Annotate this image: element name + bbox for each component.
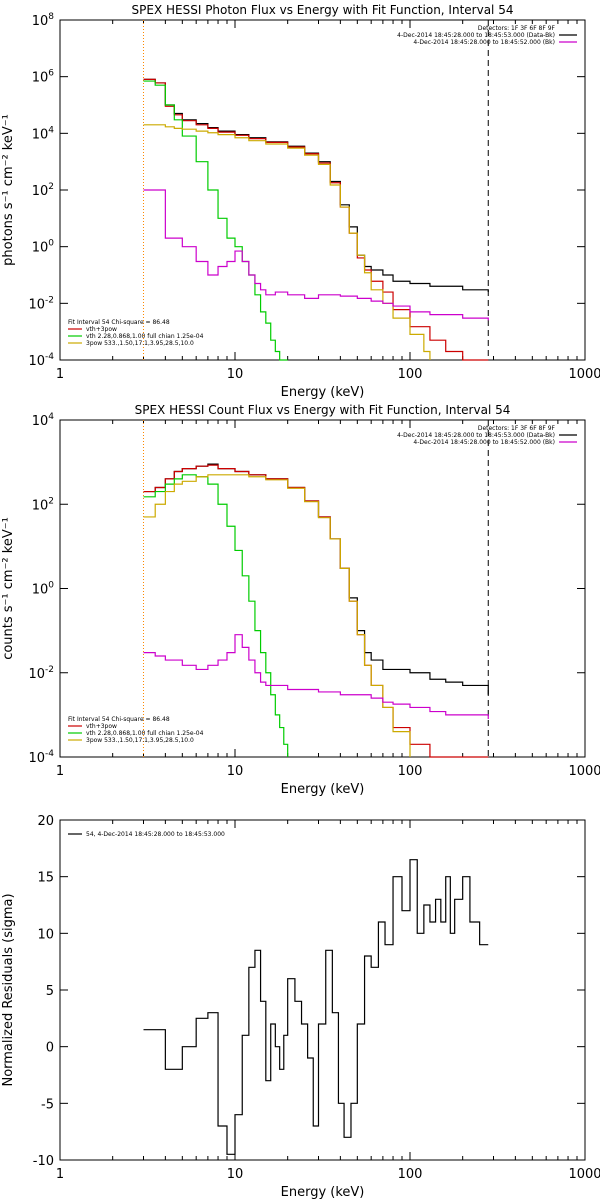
- y-tick-exponent: 2: [48, 182, 54, 192]
- y-tick-base: 10: [32, 498, 49, 513]
- x-tick-label: 1000: [568, 1167, 600, 1182]
- series-line: [143, 464, 489, 758]
- y-tick-label: 102: [32, 496, 54, 513]
- chart-title: SPEX HESSI Count Flux vs Energy with Fit…: [135, 403, 511, 417]
- series-line: [143, 474, 289, 757]
- chart-title: SPEX HESSI Photon Flux vs Energy with Fi…: [132, 3, 514, 17]
- series-line: [143, 474, 411, 757]
- y-tick-base: 10: [32, 14, 49, 29]
- y-axis-label: counts s⁻¹ cm⁻² keV⁻¹: [1, 517, 16, 660]
- y-tick-label: 10-4: [28, 749, 54, 766]
- chart-2: SPEX HESSI Count Flux vs Energy with Fit…: [1, 403, 600, 797]
- y-tick-label: -10: [33, 1154, 54, 1169]
- y-tick-label: 102: [32, 182, 54, 199]
- y-tick-exponent: 0: [48, 581, 54, 591]
- x-tick-label: 1: [56, 367, 64, 382]
- y-tick-base: 10: [28, 751, 45, 766]
- legend-text: 3pow 533.,1.50,17.1,3.95,28.5,10.0: [86, 340, 194, 347]
- header-text: 4-Dec-2014 18:45:28.000 to 18:45:52.000 …: [413, 439, 555, 446]
- y-tick-label: 10: [37, 927, 54, 942]
- y-tick-label: 108: [32, 12, 55, 29]
- x-tick-label: 100: [398, 367, 423, 382]
- x-tick-label: 100: [398, 764, 423, 779]
- legend-text: Fit Interval 54 Chi-square = 86.48: [68, 319, 170, 326]
- y-tick-label: 15: [37, 871, 54, 886]
- x-tick-label: 1: [56, 1167, 64, 1182]
- series-line: [143, 78, 489, 361]
- y-tick-exponent: 2: [48, 496, 54, 506]
- y-tick-label: 106: [32, 69, 55, 86]
- y-tick-label: 10-2: [28, 665, 54, 682]
- chart-3: 1 10 100 1000 -10 -5 0 5 10 15 20 Energy (keV) Norma…: [1, 814, 600, 1200]
- series-line: [143, 78, 489, 293]
- y-tick-label: 10-2: [28, 295, 54, 312]
- x-tick-label: 100: [398, 1167, 423, 1182]
- y-tick-base: 10: [32, 71, 49, 86]
- y-tick-label: -5: [41, 1097, 54, 1112]
- header-text: Detectors: 1F 3F 6F 8F 9F: [478, 25, 556, 32]
- x-axis-label: Energy (keV): [281, 385, 365, 400]
- legend-text: Fit Interval 54 Chi-square = 86.48: [68, 716, 170, 723]
- y-tick-base: 10: [32, 184, 49, 199]
- legend-text: vth+3pow: [86, 326, 117, 333]
- x-tick-label: 1: [56, 764, 64, 779]
- plot-frame: [59, 819, 586, 1161]
- y-tick-exponent: 6: [48, 69, 54, 79]
- plot-frame: [59, 419, 586, 758]
- header-text: Detectors: 1F 3F 6F 8F 9F: [478, 425, 556, 432]
- series-line: [143, 124, 431, 360]
- x-tick-label: 10: [227, 764, 244, 779]
- series-line: [143, 463, 489, 695]
- y-tick-exponent: -2: [45, 295, 54, 305]
- y-tick-label: 100: [32, 581, 55, 598]
- legend-text: 3pow 533.,1.50,17.1,3.95,28.5,10.0: [86, 737, 194, 744]
- series-line: [143, 634, 489, 719]
- y-tick-label: 10-4: [28, 352, 54, 369]
- y-axis-label: photons s⁻¹ cm⁻² keV⁻¹: [1, 114, 16, 266]
- x-tick-label: 10: [227, 367, 244, 382]
- y-tick-label: 20: [37, 814, 54, 829]
- y-tick-exponent: 4: [48, 125, 54, 135]
- y-tick-label: 5: [46, 984, 54, 999]
- y-tick-label: 104: [32, 412, 55, 429]
- plot-frame: [59, 19, 586, 361]
- y-tick-base: 10: [28, 667, 45, 682]
- y-tick-exponent: 4: [48, 412, 54, 422]
- series-line: [143, 189, 489, 321]
- header-text: 4-Dec-2014 18:45:28.000 to 18:45:53.000 …: [397, 32, 555, 39]
- legend-text: vth 2.28,0.868,1.00 full chian 1.25e-04: [86, 333, 204, 340]
- y-tick-base: 10: [32, 583, 49, 598]
- legend-text: vth+3pow: [86, 723, 117, 730]
- series-line: [143, 859, 489, 1155]
- y-tick-exponent: 8: [48, 12, 54, 22]
- y-tick-exponent: -4: [45, 352, 54, 362]
- x-tick-label: 1000: [568, 764, 600, 779]
- x-tick-label: 10: [227, 1167, 244, 1182]
- y-tick-base: 10: [28, 354, 45, 369]
- y-tick-exponent: -4: [45, 749, 54, 759]
- y-axis-label: Normalized Residuals (sigma): [1, 893, 16, 1086]
- y-tick-label: 100: [32, 239, 55, 256]
- y-tick-base: 10: [32, 127, 49, 142]
- legend-text: 54, 4-Dec-2014 18:45:28.000 to 18:45:53.…: [86, 831, 225, 838]
- header-text: 4-Dec-2014 18:45:28.000 to 18:45:53.000 …: [397, 432, 555, 439]
- chart-1: SPEX HESSI Photon Flux vs Energy with Fi…: [1, 3, 600, 400]
- series-line: [143, 80, 288, 361]
- legend-text: vth 2.28,0.868,1.00 full chian 1.25e-04: [86, 730, 204, 737]
- y-tick-exponent: 0: [48, 239, 54, 249]
- y-tick-base: 10: [32, 414, 49, 429]
- y-tick-exponent: -2: [45, 665, 54, 675]
- header-text: 4-Dec-2014 18:45:28.000 to 18:45:52.000 …: [413, 39, 555, 46]
- y-tick-label: 104: [32, 125, 55, 142]
- x-tick-label: 1000: [568, 367, 600, 382]
- y-tick-label: 0: [46, 1041, 54, 1056]
- x-axis-label: Energy (keV): [281, 1185, 365, 1200]
- y-tick-base: 10: [28, 297, 45, 312]
- x-axis-label: Energy (keV): [281, 782, 365, 797]
- y-tick-base: 10: [32, 241, 49, 256]
